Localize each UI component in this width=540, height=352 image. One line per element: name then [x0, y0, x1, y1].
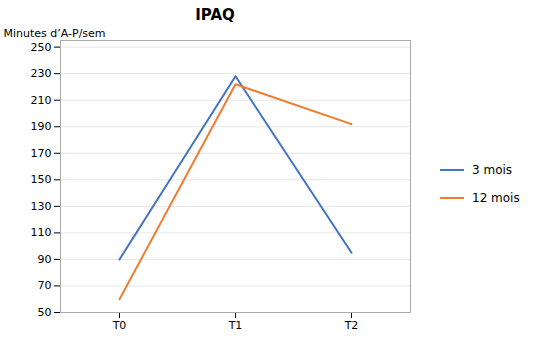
svg-text:150: 150	[31, 173, 52, 186]
svg-text:50: 50	[38, 306, 52, 319]
html-text:IPAQ: IPAQ	[195, 6, 235, 24]
svg-text:T0: T0	[112, 319, 127, 332]
svg-text:90: 90	[38, 253, 52, 266]
svg-text:Minutes d’A-P/sem: Minutes d’A-P/sem	[4, 27, 106, 40]
svg-text:250: 250	[31, 41, 52, 54]
svg-text:190: 190	[31, 120, 52, 133]
svg-text:210: 210	[31, 94, 52, 107]
svg-text:230: 230	[31, 67, 52, 80]
svg-text:T2: T2	[344, 319, 359, 332]
svg-text:170: 170	[31, 147, 52, 160]
html-text:12 mois: 12 mois	[472, 191, 520, 205]
svg-text:T1: T1	[228, 319, 243, 332]
svg-text:70: 70	[38, 279, 52, 292]
html-text:3 mois: 3 mois	[472, 163, 513, 177]
svg-text:130: 130	[31, 200, 52, 213]
svg-text:110: 110	[31, 226, 52, 239]
